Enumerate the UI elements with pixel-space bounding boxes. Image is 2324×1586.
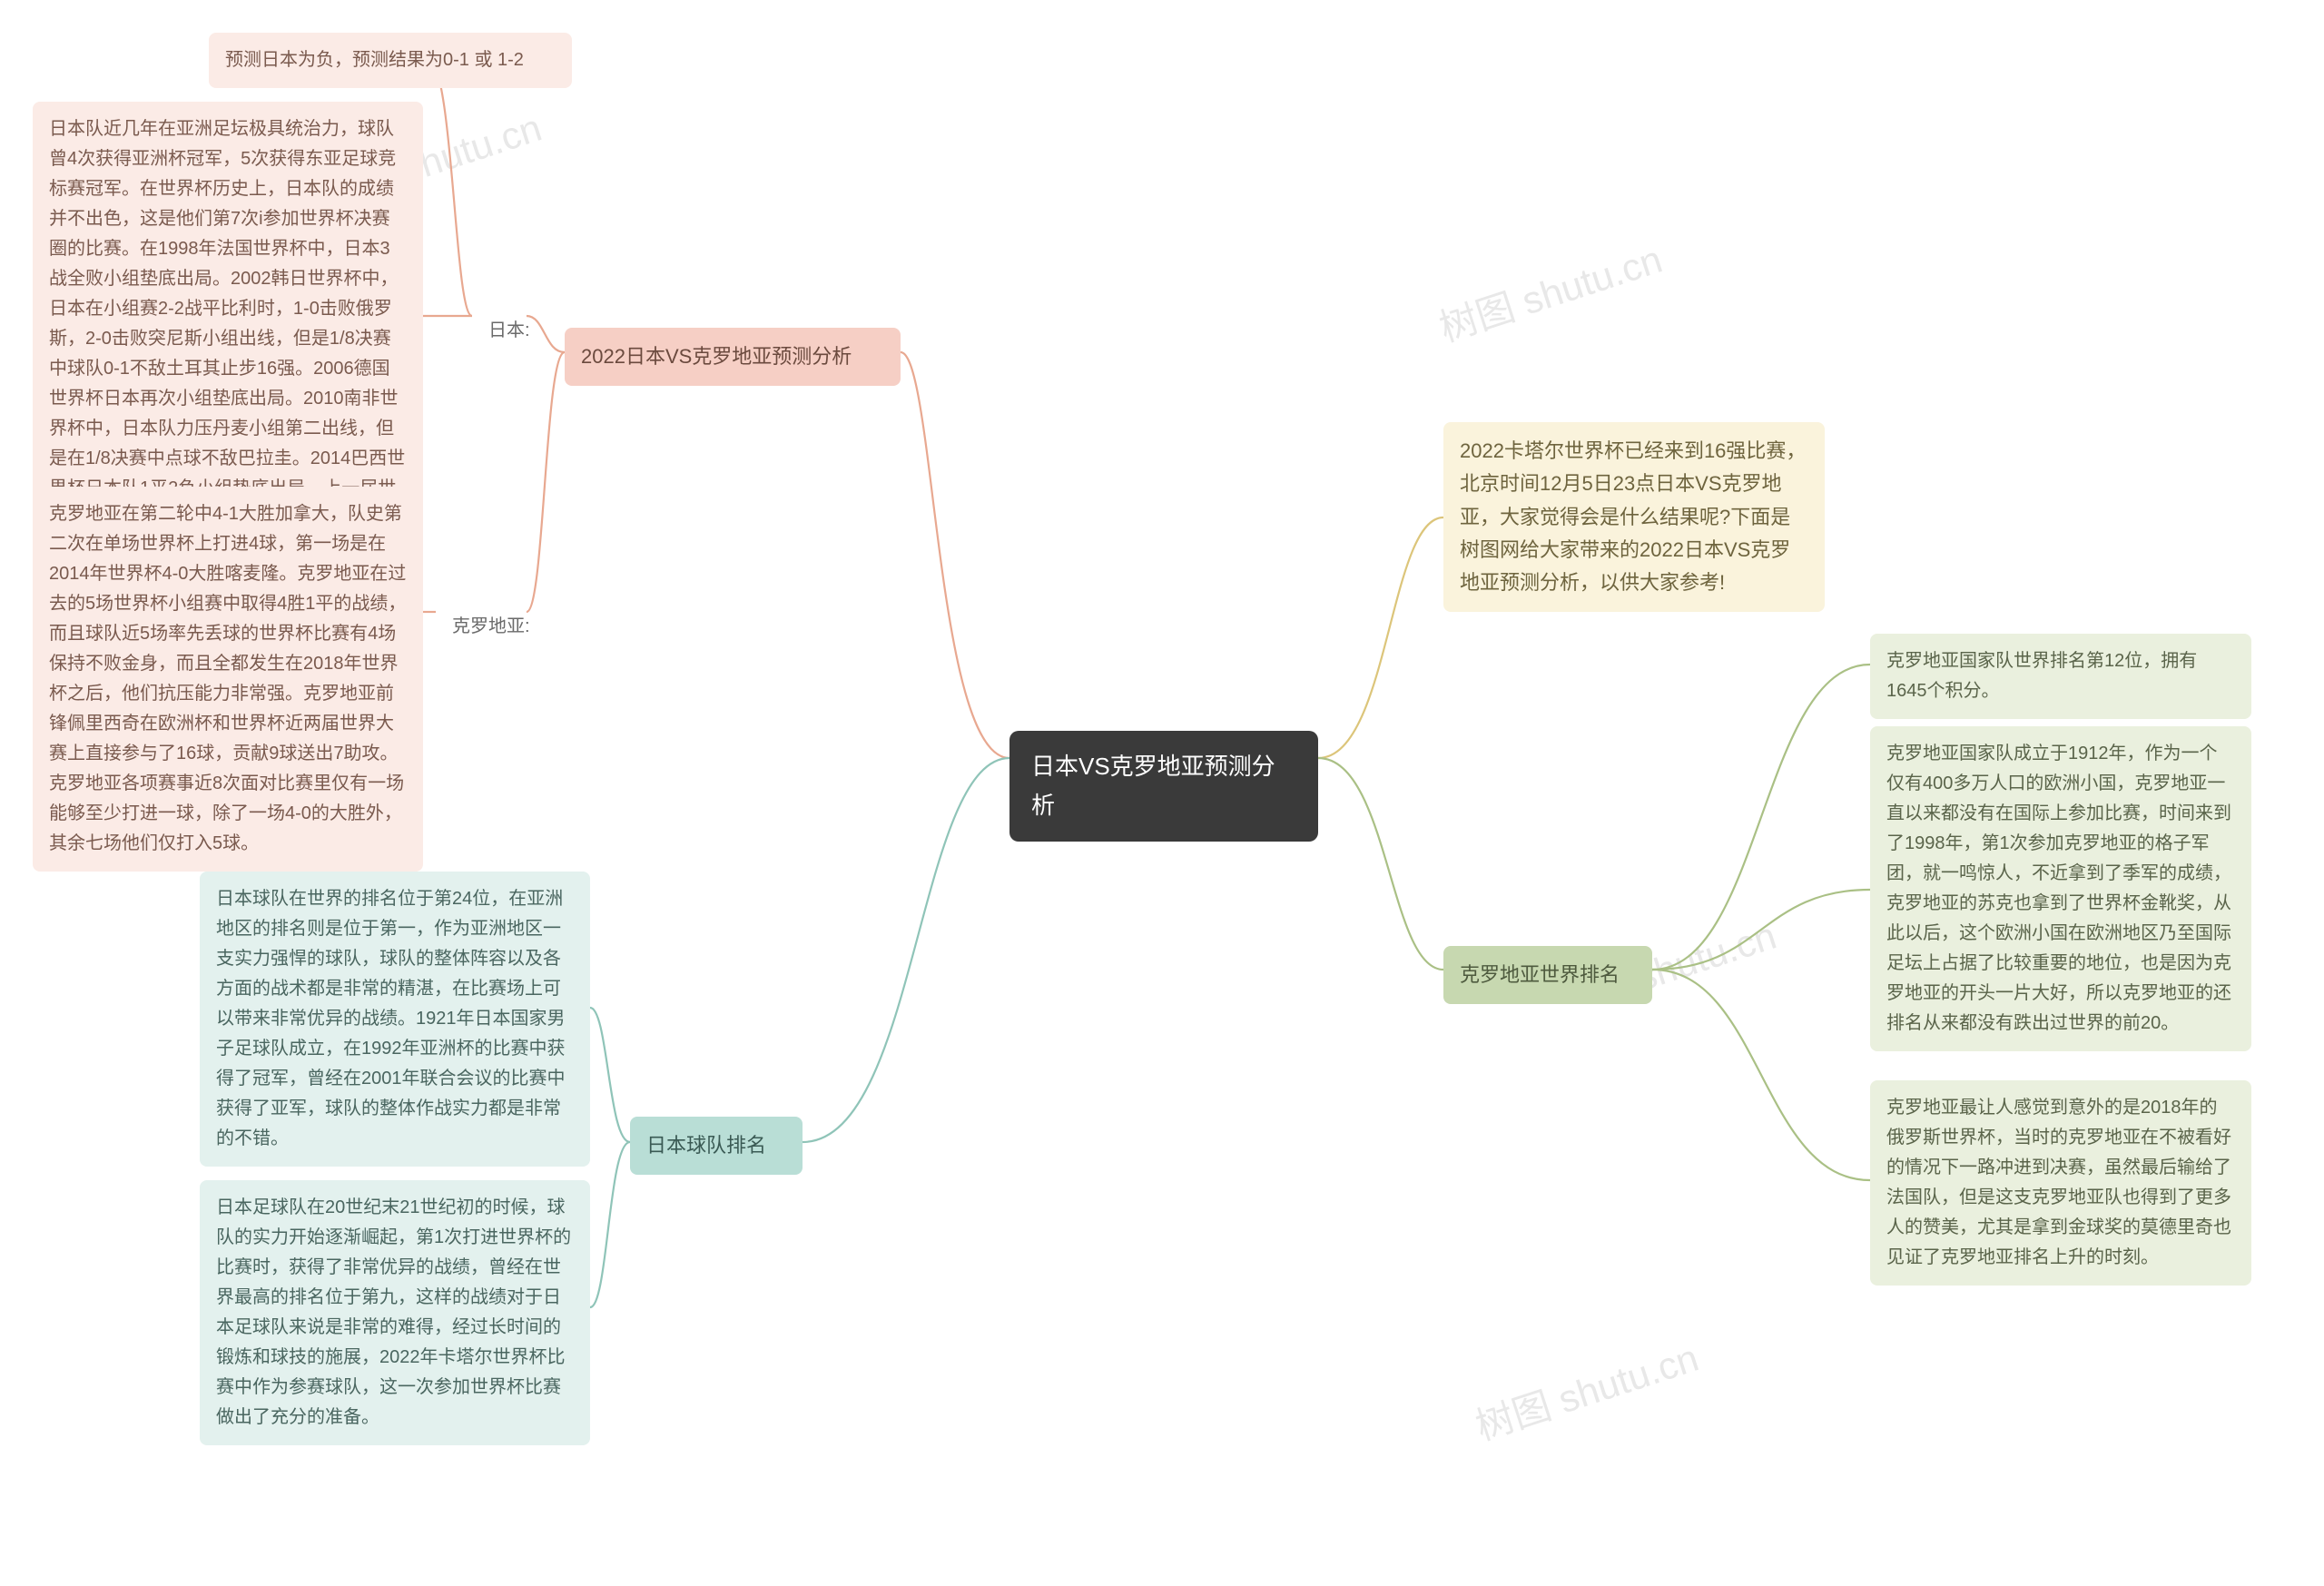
watermark: 树图 shutu.cn — [1468, 1327, 1705, 1452]
watermark: shutu.cn — [1630, 914, 1781, 1000]
branch-japan-rank: 日本球队排名 — [630, 1117, 803, 1175]
leaf-intro: 2022卡塔尔世界杯已经来到16强比赛，北京时间12月5日23点日本VS克罗地亚… — [1443, 422, 1825, 612]
branch-analysis: 2022日本VS克罗地亚预测分析 — [565, 328, 901, 386]
leaf-japan-rank-2: 日本足球队在20世纪末21世纪初的时候，球队的实力开始逐渐崛起，第1次打进世界杯… — [200, 1180, 590, 1445]
leaf-croatia-rank-1: 克罗地亚国家队世界排名第12位，拥有1645个积分。 — [1870, 634, 2251, 719]
center-node: 日本VS克罗地亚预测分析 — [1009, 731, 1318, 842]
leaf-croatia-rank-2: 克罗地亚国家队成立于1912年，作为一个仅有400多万人口的欧洲小国，克罗地亚一… — [1870, 726, 2251, 1051]
leaf-japan-rank-1: 日本球队在世界的排名位于第24位，在亚洲地区的排名则是位于第一，作为亚洲地区一支… — [200, 872, 590, 1167]
leaf-prediction: 预测日本为负，预测结果为0-1 或 1-2 — [209, 33, 572, 88]
sublabel-croatia: 克罗地亚: — [436, 599, 547, 655]
branch-croatia-rank: 克罗地亚世界排名 — [1443, 946, 1652, 1004]
leaf-croatia-history: 克罗地亚在第二轮中4-1大胜加拿大，队史第二次在单场世界杯上打进4球，第一场是在… — [33, 487, 423, 872]
watermark: 树图 shutu.cn — [1432, 229, 1669, 353]
leaf-croatia-rank-3: 克罗地亚最让人感觉到意外的是2018年的俄罗斯世界杯，当时的克罗地亚在不被看好的… — [1870, 1080, 2251, 1286]
sublabel-japan: 日本: — [472, 303, 547, 359]
